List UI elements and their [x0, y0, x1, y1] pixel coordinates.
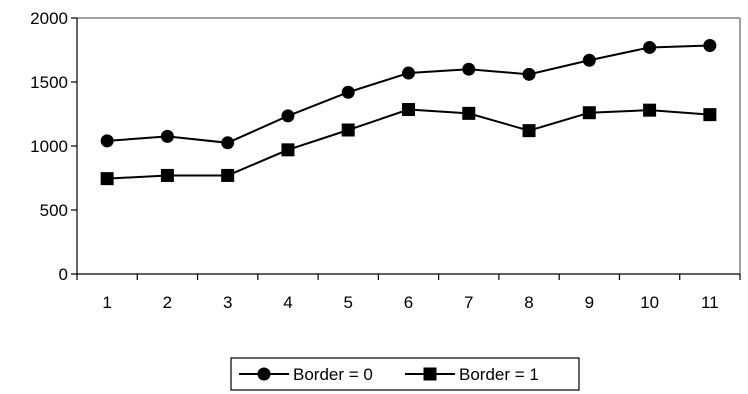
legend-circle-marker — [257, 367, 271, 381]
square-marker — [462, 106, 476, 120]
x-tick-label: 5 — [343, 293, 352, 312]
y-tick-label: 2000 — [30, 9, 68, 28]
circle-marker — [221, 136, 235, 150]
circle-marker — [703, 39, 717, 53]
square-marker — [522, 124, 536, 138]
square-marker — [341, 123, 355, 137]
circle-marker — [462, 62, 476, 76]
x-tick-label: 2 — [163, 293, 172, 312]
y-tick-label: 1500 — [30, 73, 68, 92]
y-axis-ticks: 0 500 1000 1500 2000 — [30, 9, 77, 284]
square-marker — [221, 168, 235, 182]
square-marker — [160, 168, 174, 182]
legend: Border = 0 Border = 1 — [230, 357, 580, 391]
y-tick-label: 1000 — [30, 137, 68, 156]
legend-square-marker — [423, 367, 437, 381]
x-tick-label: 9 — [585, 293, 594, 312]
x-tick-label: 11 — [701, 293, 719, 312]
square-marker — [281, 143, 295, 157]
legend-item-1: Border = 0 — [239, 365, 373, 384]
x-tick-label: 10 — [640, 293, 659, 312]
circle-marker — [160, 129, 174, 143]
legend-label: Border = 0 — [293, 365, 373, 384]
y-tick-label: 500 — [40, 201, 68, 220]
legend-label: Border = 1 — [459, 365, 539, 384]
series-line — [107, 44, 710, 144]
y-tick-label: 0 — [59, 265, 68, 284]
x-tick-label: 1 — [102, 293, 111, 312]
circle-marker — [100, 134, 114, 148]
series-1 — [100, 39, 717, 150]
square-marker — [643, 103, 657, 117]
x-tick-label: 6 — [404, 293, 413, 312]
legend-item-2: Border = 1 — [405, 365, 539, 384]
square-marker — [582, 106, 596, 120]
x-tick-label: 7 — [464, 293, 473, 312]
x-tick-label: 4 — [283, 293, 292, 312]
circle-marker — [281, 109, 295, 123]
square-marker — [703, 108, 717, 122]
circle-marker — [643, 40, 657, 54]
square-marker — [402, 103, 415, 117]
x-axis-ticks: 1 2 3 4 5 6 7 8 9 10 11 — [76, 274, 741, 312]
circle-marker — [341, 85, 355, 99]
series-2 — [100, 103, 717, 186]
x-tick-label: 8 — [524, 293, 533, 312]
x-tick-label: 3 — [223, 293, 232, 312]
axes — [76, 17, 741, 275]
circle-marker — [582, 53, 596, 67]
square-marker — [100, 172, 114, 186]
circle-marker — [402, 66, 415, 80]
series-line — [107, 108, 710, 180]
circle-marker — [522, 67, 536, 81]
series-group — [100, 39, 717, 186]
